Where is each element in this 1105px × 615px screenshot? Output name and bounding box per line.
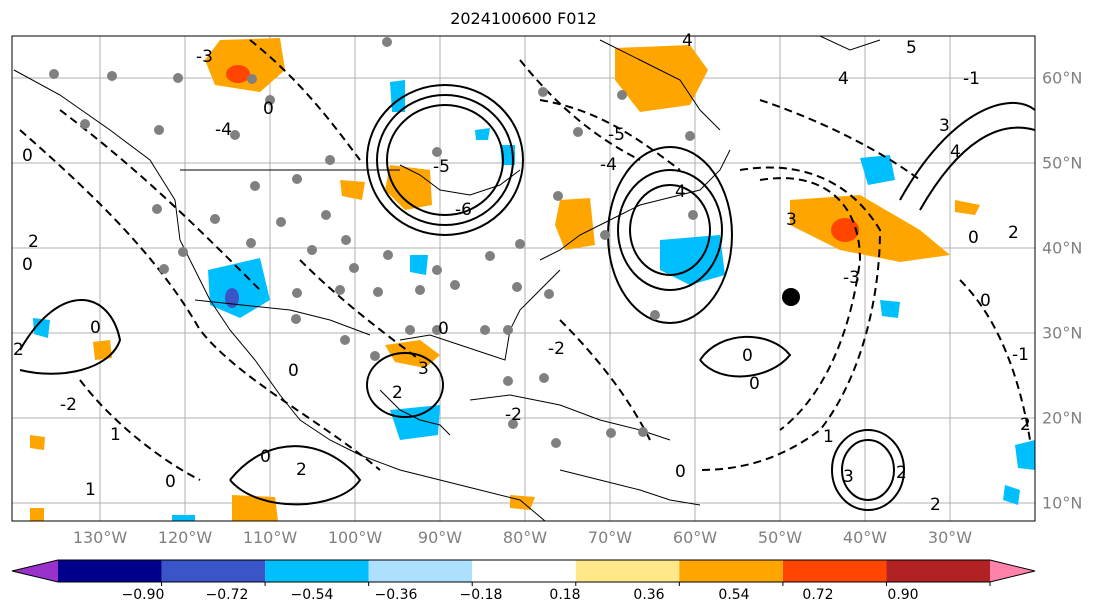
svg-text:-2: -2 [60,395,77,415]
coastlines [13,36,881,521]
contours-dashed [19,39,1031,481]
svg-text:0: 0 [742,346,753,366]
map-frame [11,35,1036,522]
svg-text:0: 0 [90,318,101,338]
contour-labels: -3 -4 0 4 5 4 -1 3 4 0 2 -5 -4 4 3 -3 0 … [13,31,1031,515]
svg-text:5: 5 [906,38,917,58]
lon-label: 120°W [157,528,213,547]
lat-label: 20°N [1042,408,1083,428]
colorbar-segment [575,560,680,582]
svg-text:-3: -3 [196,47,213,67]
svg-text:-3: -3 [843,268,860,288]
svg-text:2: 2 [392,383,403,403]
svg-text:0: 0 [165,472,176,492]
contours-solid [19,84,1035,511]
colorbar-outline [11,559,1036,583]
colorbar-tick-label: 0.54 [718,587,750,603]
svg-text:0: 0 [438,319,449,339]
svg-text:3: 3 [939,116,950,136]
lon-label: 70°W [587,528,633,547]
svg-text:-6: -6 [455,200,472,220]
svg-text:4: 4 [838,69,849,89]
colorbar-extend-low [12,560,58,582]
svg-text:2: 2 [296,460,307,480]
lon-label: 60°W [672,528,718,547]
colorbar-segment [368,560,473,582]
svg-text:0: 0 [980,291,991,311]
svg-text:-1: -1 [1012,345,1029,365]
svg-text:0: 0 [749,374,760,394]
svg-text:0: 0 [22,146,33,166]
lon-label: 130°W [72,528,128,547]
colorbar-extend-high [990,560,1035,582]
colorbar-tick-label: −0.90 [121,587,165,603]
svg-text:1: 1 [110,425,121,445]
lat-label: 50°N [1042,153,1083,173]
svg-text:1: 1 [823,427,834,447]
lat-label: 10°N [1042,493,1083,513]
colorbar-segment [265,560,369,582]
svg-text:-1: -1 [963,69,980,89]
svg-text:0: 0 [22,255,33,275]
svg-text:3: 3 [843,467,854,487]
svg-text:-2: -2 [505,405,522,425]
lat-label: 40°N [1042,238,1083,258]
svg-text:-4: -4 [600,155,617,175]
highlight-station-marker [782,288,800,306]
lat-label: 60°N [1042,68,1083,88]
svg-text:2: 2 [28,232,39,252]
svg-text:2: 2 [896,463,907,483]
svg-text:0: 0 [675,462,686,482]
svg-text:2: 2 [1020,415,1031,435]
svg-text:3: 3 [418,359,429,379]
colorbar-segment [58,560,162,582]
svg-text:-4: -4 [215,120,232,140]
colorbar-tick-label: −0.54 [290,587,334,603]
lon-label: 40°W [842,528,888,547]
svg-text:0: 0 [260,447,271,467]
svg-text:1: 1 [85,480,96,500]
lat-label: 30°N [1042,323,1083,343]
lon-label: 80°W [502,528,548,547]
svg-text:0: 0 [968,228,979,248]
colorbar-segment [161,560,266,582]
colorbar-segment [782,560,887,582]
station-markers [49,37,698,448]
svg-text:2: 2 [13,340,24,360]
lon-label: 50°W [757,528,803,547]
lon-label: 110°W [242,528,298,547]
colorbar-tick-label: −0.36 [374,587,418,603]
lon-label: 30°W [927,528,973,547]
colorbar-tick-label: −0.72 [205,587,249,603]
lon-label: 100°W [327,528,383,547]
colorbar-segment [886,560,990,582]
colorbar-tick-label: −0.18 [459,587,503,603]
lon-label: 90°W [417,528,463,547]
svg-text:4: 4 [682,31,693,51]
svg-text:2: 2 [930,495,941,515]
svg-text:-5: -5 [433,157,450,177]
colorbar [11,559,1036,586]
colorbar-segment [679,560,783,582]
svg-text:4: 4 [675,182,686,202]
forecast-map: -3 -4 0 4 5 4 -1 3 4 0 2 -5 -4 4 3 -3 0 … [11,31,1036,522]
svg-text:0: 0 [263,99,274,119]
svg-text:0: 0 [288,361,299,381]
svg-text:-2: -2 [548,339,565,359]
colorbar-tick-label: 0.90 [887,587,919,603]
colorbar-tick-label: 0.18 [549,587,581,603]
svg-text:3: 3 [786,210,797,230]
chart-title: 2024100600 F012 [450,9,597,28]
svg-text:-5: -5 [608,125,625,145]
colorbar-segment [472,560,576,582]
colorbar-tick-label: 0.36 [633,587,665,603]
svg-text:2: 2 [1008,223,1019,243]
colorbar-tick-label: 0.72 [802,587,834,603]
shading-negative [33,80,1035,521]
svg-text:4: 4 [950,142,961,162]
